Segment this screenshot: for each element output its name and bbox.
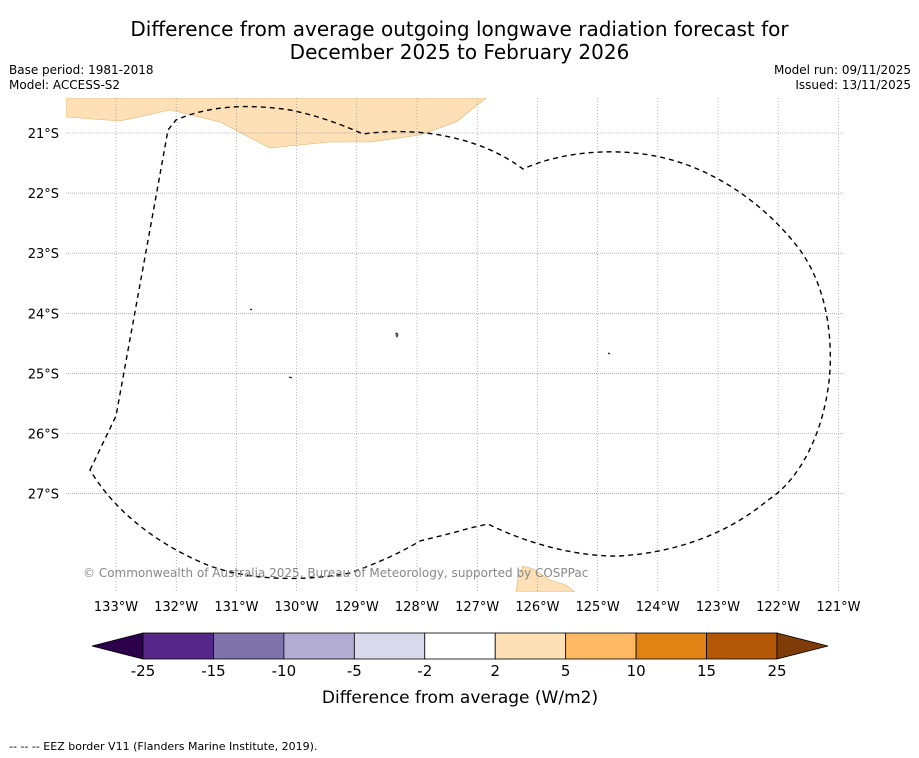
title-line-1: Difference from average outgoing longwav…	[130, 17, 789, 41]
colorbar-bin	[142, 632, 214, 660]
eez-legend-footnote: -- -- -- EEZ border V11 (Flanders Marine…	[9, 740, 318, 753]
latitude-label: 22°S	[28, 187, 59, 202]
colorbar-bin	[213, 632, 285, 660]
colorbar-tick-label: -15	[201, 662, 226, 680]
longitude-labels: 133°W 132°W 131°W 130°W 129°W 128°W 127°W 126°W…	[94, 600, 861, 615]
longitude-label: 125°W	[576, 600, 620, 615]
latitude-label: 23°S	[28, 247, 59, 262]
latitude-label: 25°S	[28, 367, 59, 382]
metadata-right: Model run: 09/11/2025 Issued: 13/11/2025	[774, 63, 911, 93]
map-area: © Commonwealth of Australia 2025, Bureau…	[66, 98, 843, 592]
issued-date: Issued: 13/11/2025	[795, 78, 911, 92]
map-title: Difference from average outgoing longwav…	[0, 18, 919, 64]
colorbar-extension-high	[776, 632, 829, 660]
island-marker	[395, 332, 399, 339]
longitude-label: 129°W	[335, 600, 379, 615]
longitude-label: 124°W	[636, 600, 680, 615]
colorbar-bins	[91, 632, 829, 660]
eez-border	[89, 105, 832, 580]
colorbar-extension-low	[91, 632, 144, 660]
colorbar-tick-label: 10	[627, 662, 646, 680]
latitude-label: 26°S	[28, 428, 59, 443]
latitude-label: 27°S	[28, 488, 59, 503]
colorbar-bin	[565, 632, 637, 660]
base-period: Base period: 1981-2018	[9, 63, 154, 77]
latitude-label: 21°S	[28, 127, 59, 142]
latitude-label: 24°S	[28, 307, 59, 322]
colorbar-bin	[353, 632, 426, 660]
latitude-labels: 21°S 22°S 23°S 24°S 25°S 26°S 27°S	[28, 127, 59, 503]
island-marker	[607, 352, 611, 355]
longitude-label: 121°W	[816, 600, 860, 615]
metadata-left: Base period: 1981-2018 Model: ACCESS-S2	[9, 63, 154, 93]
anomaly-region-north	[66, 98, 487, 149]
colorbar-bin	[283, 632, 355, 660]
anomaly-region-south	[515, 565, 576, 592]
colorbar: -25 -15 -10 -5 -2 2 5 10 15 25 Difference from av…	[91, 632, 829, 708]
colorbar-tick-label: -2	[417, 662, 432, 680]
colorbar-tick-label: 15	[697, 662, 716, 680]
longitude-label: 128°W	[395, 600, 439, 615]
colorbar-bin	[706, 632, 778, 660]
graticule	[66, 98, 843, 592]
longitude-label: 130°W	[275, 600, 319, 615]
longitude-label: 132°W	[154, 600, 198, 615]
colorbar-tick-label: -5	[347, 662, 362, 680]
colorbar-bin	[424, 632, 496, 660]
longitude-label: 126°W	[515, 600, 559, 615]
longitude-label: 127°W	[455, 600, 499, 615]
island-marker	[249, 308, 253, 311]
colorbar-tick-label: 25	[767, 662, 786, 680]
model-run: Model run: 09/11/2025	[773, 63, 911, 77]
colorbar-bin	[635, 632, 707, 660]
model-name: Model: ACCESS-S2	[9, 78, 121, 92]
longitude-label: 133°W	[94, 600, 138, 615]
colorbar-title: Difference from average (W/m2)	[322, 688, 598, 708]
colorbar-tick-label: -10	[272, 662, 297, 680]
longitude-label: 122°W	[756, 600, 800, 615]
copyright-text: © Commonwealth of Australia 2025, Bureau…	[83, 566, 588, 580]
island-marker	[288, 376, 293, 379]
longitude-label: 131°W	[214, 600, 258, 615]
title-line-2: December 2025 to February 2026	[289, 40, 630, 64]
colorbar-tick-label: 5	[561, 662, 571, 680]
longitude-label: 123°W	[696, 600, 740, 615]
colorbar-bin	[494, 632, 567, 660]
colorbar-tick-label: 2	[490, 662, 500, 680]
colorbar-tick-label: -25	[131, 662, 156, 680]
colorbar-tick-labels: -25 -15 -10 -5 -2 2 5 10 15 25	[131, 662, 787, 680]
